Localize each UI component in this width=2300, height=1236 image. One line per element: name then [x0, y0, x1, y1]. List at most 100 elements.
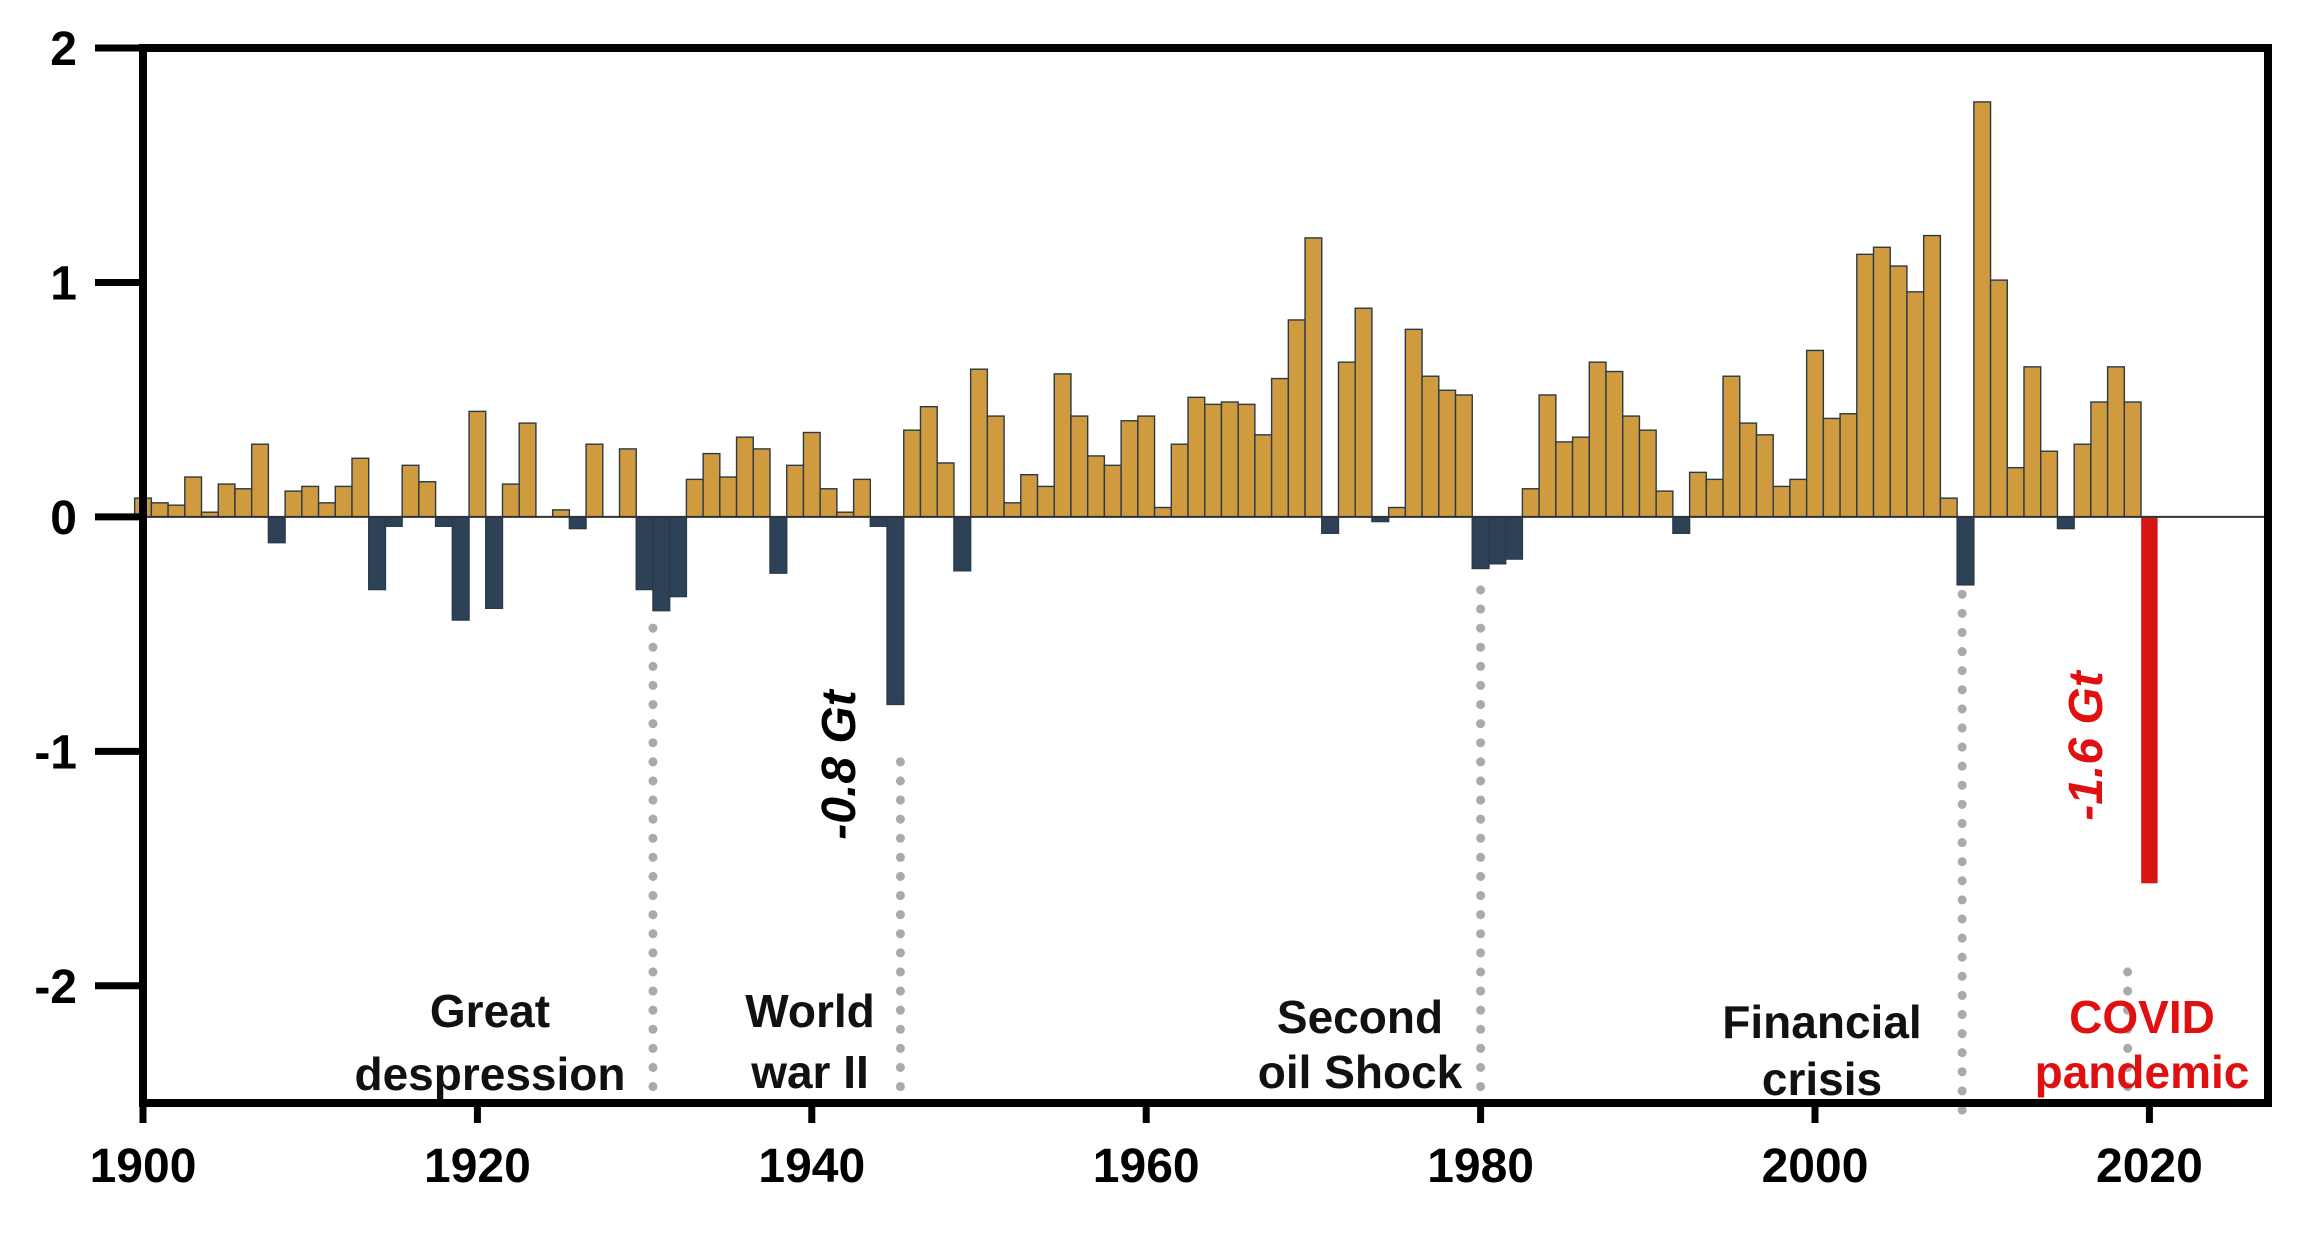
ww2-drop-annotation: -0.8 Gt: [813, 688, 866, 839]
bar: [1555, 441, 1574, 518]
bar: [1120, 420, 1139, 518]
bar: [1772, 485, 1791, 518]
bar: [1454, 394, 1473, 518]
bar: [1254, 434, 1273, 518]
bar: [2023, 366, 2042, 518]
bar: [1872, 246, 1891, 518]
bar: [1722, 375, 1741, 518]
event-label-great-depression: despression: [355, 1048, 626, 1100]
bar: [1187, 396, 1206, 518]
bar: [1404, 328, 1423, 518]
event-label-world-war-2: war II: [750, 1046, 869, 1098]
x-tick-label: 1940: [758, 1140, 865, 1193]
bar: [1287, 319, 1306, 518]
bar: [451, 516, 470, 621]
bar: [1789, 478, 1808, 518]
y-tick-label: -2: [34, 961, 77, 1014]
bar: [1605, 370, 1624, 518]
bar: [1438, 389, 1457, 518]
bar: [869, 516, 888, 527]
bar: [1739, 422, 1758, 518]
x-tick-label: 2000: [1762, 1140, 1869, 1193]
bar: [150, 502, 169, 518]
bar: [2090, 401, 2109, 518]
bar: [1504, 516, 1524, 560]
bar: [1856, 253, 1875, 518]
bar-series: [133, 101, 2158, 884]
bar: [301, 485, 320, 518]
bar: [334, 485, 353, 518]
bar: [769, 516, 788, 574]
bar: [1805, 349, 1825, 518]
bar: [635, 516, 654, 591]
bar: [167, 504, 186, 518]
bar: [1588, 361, 1607, 518]
bar: [418, 481, 437, 518]
bar: [1036, 485, 1055, 518]
bar: [1906, 291, 1925, 518]
bar: [936, 462, 955, 518]
y-axis-ticks: 2 1 0 -1 -2: [34, 23, 143, 1014]
x-tick-label: 1960: [1093, 1140, 1200, 1193]
bar: [184, 476, 203, 518]
event-label-covid-pandemic: COVID: [2069, 991, 2215, 1043]
bar: [401, 464, 420, 518]
x-tick-label: 1980: [1427, 1140, 1534, 1193]
event-label-great-depression: Great: [430, 985, 550, 1037]
x-axis-ticks: 1900 1920 1940 1960 1980 2000 2020: [90, 1103, 2203, 1193]
bar: [2040, 450, 2059, 518]
y-tick-label: 0: [50, 492, 77, 545]
bar: [1521, 488, 1540, 518]
bar: [819, 488, 838, 518]
bar: [468, 410, 487, 518]
bar: [1755, 434, 1774, 518]
event-marker-lines: [648, 573, 2133, 1115]
bar: [1321, 516, 1340, 535]
bar: [1655, 490, 1674, 518]
bar: [969, 368, 989, 518]
bar: [1070, 415, 1089, 518]
event-label-second-oil-shock: oil Shock: [1258, 1046, 1463, 1098]
bar: [250, 443, 270, 518]
bar: [903, 429, 922, 518]
bar: [2073, 443, 2092, 518]
bar: [368, 516, 387, 591]
plot-frame: [139, 44, 2272, 1107]
bar: [618, 448, 637, 518]
bar: [1989, 279, 2008, 518]
bar: [1153, 506, 1172, 518]
bar: [1354, 307, 1373, 518]
event-label-world-war-2: World: [745, 985, 874, 1037]
y-tick-label: 1: [50, 257, 77, 310]
event-label-financial-crisis: crisis: [1762, 1053, 1882, 1105]
bar: [802, 431, 821, 518]
bar: [1020, 473, 1039, 518]
bar: [735, 436, 754, 518]
bar: [1086, 455, 1106, 518]
bar: [217, 483, 236, 518]
x-tick-label: 1900: [90, 1140, 197, 1193]
bar: [1387, 506, 1407, 518]
bar: [2123, 401, 2142, 518]
bar: [1939, 497, 1958, 518]
bar: [2106, 366, 2126, 518]
bar: [752, 448, 771, 518]
bar: [568, 516, 587, 530]
bar: [2006, 466, 2025, 518]
x-tick-label: 2020: [2096, 1140, 2203, 1193]
bar: [1003, 502, 1022, 518]
bar: [234, 488, 253, 518]
bar: [1053, 373, 1072, 518]
bar-covid: [2141, 516, 2158, 884]
bar: [1688, 471, 1708, 518]
bar: [668, 516, 688, 598]
bar: [886, 516, 905, 706]
bar: [1220, 401, 1239, 518]
bar: [1337, 361, 1356, 518]
y-tick-label: 2: [50, 23, 77, 76]
bar: [852, 478, 872, 518]
bar: [1839, 413, 1858, 518]
bar: [786, 464, 805, 518]
